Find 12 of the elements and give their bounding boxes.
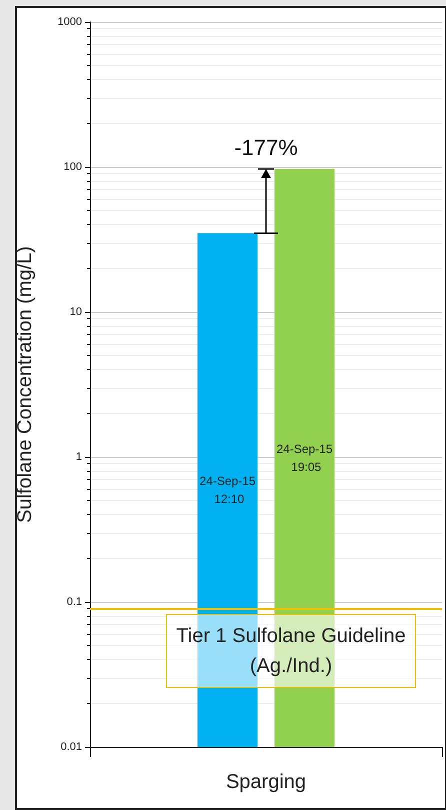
series-label: 24-Sep-15 19:05 (276, 442, 333, 474)
y-tick-label: 100 (64, 161, 82, 173)
y-tick-label: 10 (70, 306, 82, 318)
annotation: -177% (233, 134, 299, 161)
y-tick-label: 0.01 (60, 741, 82, 753)
y-tick-label: 0.1 (66, 596, 82, 608)
x-tick-label: Sparging (226, 771, 306, 793)
series-label: 24-Sep-15 12:10 (199, 474, 256, 506)
y-tick-label: 1 (76, 451, 82, 463)
y-axis-title: Sulfolane Concentration (mg/L) (14, 246, 36, 523)
y-tick-label: 1000 (58, 16, 82, 28)
ref-line-label: Tier 1 Sulfolane Guideline (Ag./Ind.) (166, 614, 416, 688)
